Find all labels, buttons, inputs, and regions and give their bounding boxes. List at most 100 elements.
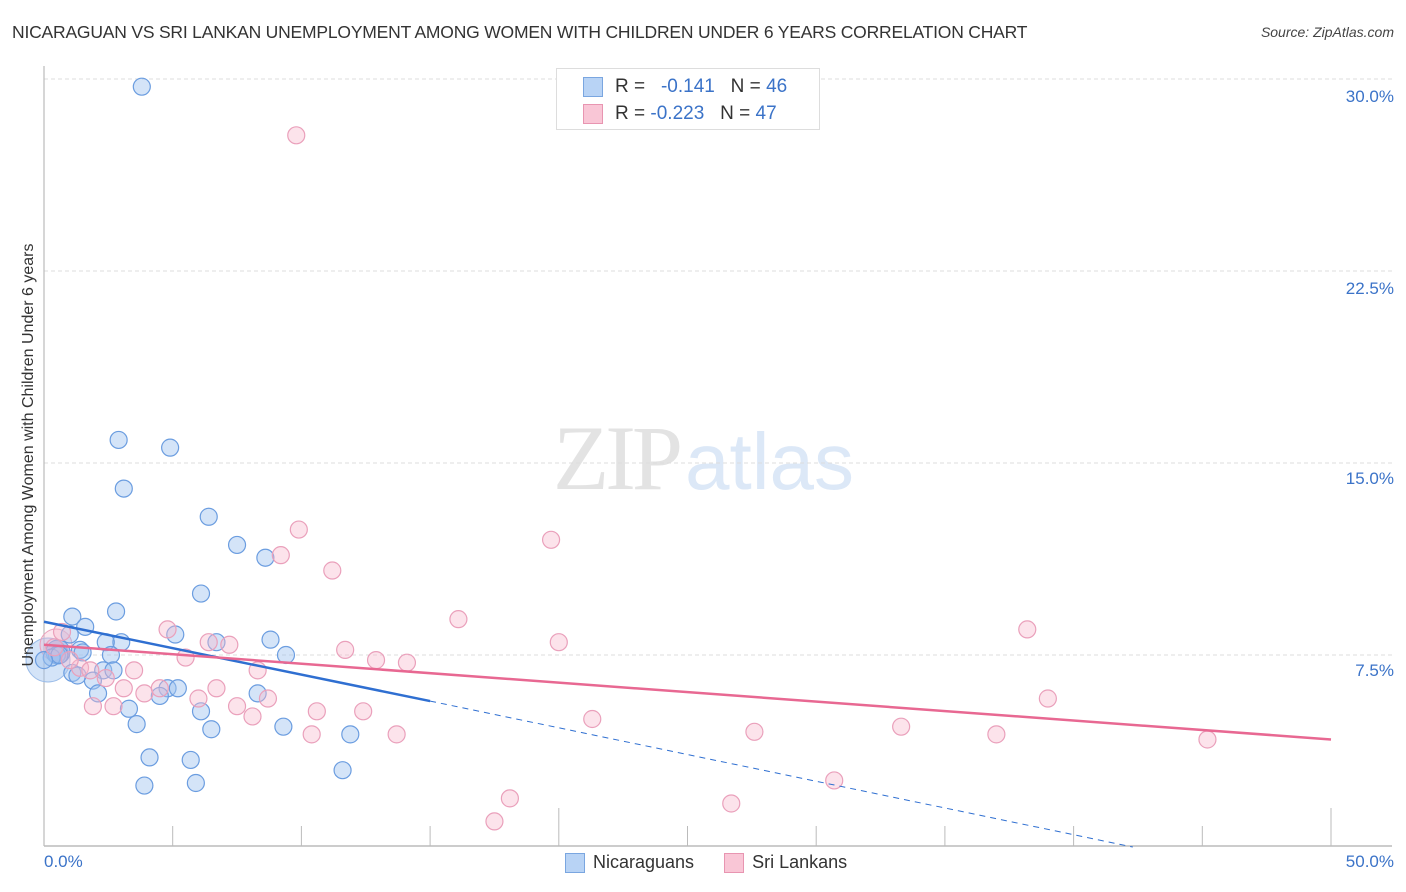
y-axis-label: Unemployment Among Women with Children U… <box>20 243 37 667</box>
nicaraguan-point <box>168 679 187 698</box>
sri-lankan-point <box>124 661 144 680</box>
x-tick-min: 0.0% <box>44 852 83 871</box>
n-value: 46 <box>766 76 788 97</box>
nicaraguan-point <box>34 651 54 670</box>
sri-lankan-point <box>207 679 226 698</box>
sri-lankan-point <box>227 697 247 716</box>
legend-label: Nicaraguans <box>593 852 695 872</box>
sri-lankan-point <box>323 561 342 580</box>
nicaraguan-point <box>181 750 200 770</box>
series-legend: Nicaraguans Sri Lankans <box>565 852 877 873</box>
sri-lankans-trend-line <box>43 643 1332 741</box>
chart-title: NICARAGUAN VS SRI LANKAN UNEMPLOYMENT AM… <box>12 22 1028 42</box>
sri-lankan-point <box>52 622 72 642</box>
nicaraguan-point <box>158 679 177 698</box>
nicaraguans-trend-extension <box>429 700 1133 848</box>
sri-lankan-point <box>271 546 290 565</box>
sri-lankan-point <box>70 658 90 677</box>
sri-lankan-point <box>354 702 373 721</box>
legend-row-nicaraguans: R = -0.141 N = 46 <box>583 75 787 99</box>
nicaraguan-point <box>63 607 82 626</box>
gridlines <box>44 78 1392 656</box>
sri-lankan-point <box>243 707 262 726</box>
sri-lankan-point <box>307 702 326 721</box>
nicaraguans-points <box>25 77 360 795</box>
nicaraguan-point <box>227 535 247 555</box>
nicaraguan-point <box>150 686 169 706</box>
nicaraguan-point <box>135 776 154 795</box>
sri-lankans-points <box>45 126 1217 831</box>
nicaraguan-point <box>333 761 352 780</box>
n-label: N = <box>720 103 751 124</box>
sri-lankan-point <box>150 679 169 698</box>
nicaraguans-swatch <box>583 77 603 97</box>
sri-lankan-point <box>583 709 602 729</box>
sri-lankan-point <box>987 725 1006 744</box>
stats-legend: R = -0.141 N = 46 R = -0.223 N = 47 <box>556 68 820 130</box>
trend-lines <box>43 620 1332 848</box>
sri-lankan-point <box>1038 689 1057 708</box>
sri-lankan-point <box>289 520 308 539</box>
sri-lankan-point <box>825 771 844 790</box>
sri-lankans-swatch <box>583 104 603 124</box>
r-label: R = <box>615 103 646 124</box>
nicaraguan-point <box>199 507 218 526</box>
n-value: 47 <box>755 103 777 124</box>
sri-lankan-point <box>96 668 115 688</box>
legend-item-nicaraguans[interactable]: Nicaraguans <box>565 852 694 873</box>
legend-row-sri-lankans: R = -0.223 N = 47 <box>583 102 777 126</box>
nicaraguans-trend-line <box>43 620 431 703</box>
y-tick-22-5: 22.5% <box>1345 279 1394 298</box>
sri-lankan-point <box>158 620 177 639</box>
sri-lankan-point <box>1198 730 1217 749</box>
sri-lankan-point <box>745 722 764 741</box>
nicaraguan-point <box>132 77 151 96</box>
sri-lankans-swatch <box>724 852 745 873</box>
sri-lankan-point <box>722 794 741 813</box>
sri-lankan-point <box>397 653 417 672</box>
sri-lankan-point <box>541 530 561 549</box>
sri-lankan-point <box>302 725 321 744</box>
sri-lankan-point <box>549 633 568 652</box>
nicaraguan-point <box>109 430 128 450</box>
nicaraguan-point <box>191 584 211 603</box>
y-tick-30: 30.0% <box>1345 87 1394 106</box>
sri-lankan-point <box>199 633 218 652</box>
nicaraguan-point <box>104 661 123 680</box>
sri-lankan-point <box>189 689 208 708</box>
nicaraguan-point <box>261 630 280 649</box>
sri-lankan-point <box>387 725 406 744</box>
nicaraguan-point <box>114 479 133 498</box>
x-tick-max: 50.0% <box>1345 852 1394 871</box>
sri-lankan-point <box>287 126 306 145</box>
sri-lankan-point <box>366 651 386 670</box>
nicaraguan-point <box>161 438 180 457</box>
r-value: -0.141 <box>660 76 715 97</box>
nicaraguan-point <box>186 773 205 793</box>
legend-label: Sri Lankans <box>752 852 848 872</box>
nicaraguan-point <box>202 720 221 739</box>
nicaraguan-point <box>127 715 146 734</box>
nicaraguan-point <box>140 748 159 767</box>
sri-lankan-point <box>500 789 519 808</box>
sri-lankan-point <box>176 648 195 667</box>
nicaraguans-swatch <box>565 852 585 873</box>
sri-lankan-point <box>485 812 504 831</box>
nicaraguan-point <box>248 684 267 703</box>
nicaraguan-point <box>119 699 139 718</box>
legend-item-sri-lankans[interactable]: Sri Lankans <box>724 852 847 873</box>
r-value: -0.223 <box>650 103 705 124</box>
sri-lankan-point <box>336 640 355 659</box>
r-label: R = <box>615 76 646 97</box>
nicaraguan-point <box>274 717 293 736</box>
nicaraguan-point-large <box>25 637 71 683</box>
sri-lankan-point <box>60 651 79 670</box>
sri-lankan-point <box>83 697 103 716</box>
sri-lankan-point <box>135 684 154 703</box>
axes <box>43 66 1392 847</box>
nicaraguan-point <box>256 548 275 567</box>
nicaraguan-point <box>341 725 360 744</box>
source-label: Source: ZipAtlas.com <box>1260 24 1394 40</box>
sri-lankan-point <box>114 679 133 698</box>
sri-lankan-point <box>104 697 123 716</box>
